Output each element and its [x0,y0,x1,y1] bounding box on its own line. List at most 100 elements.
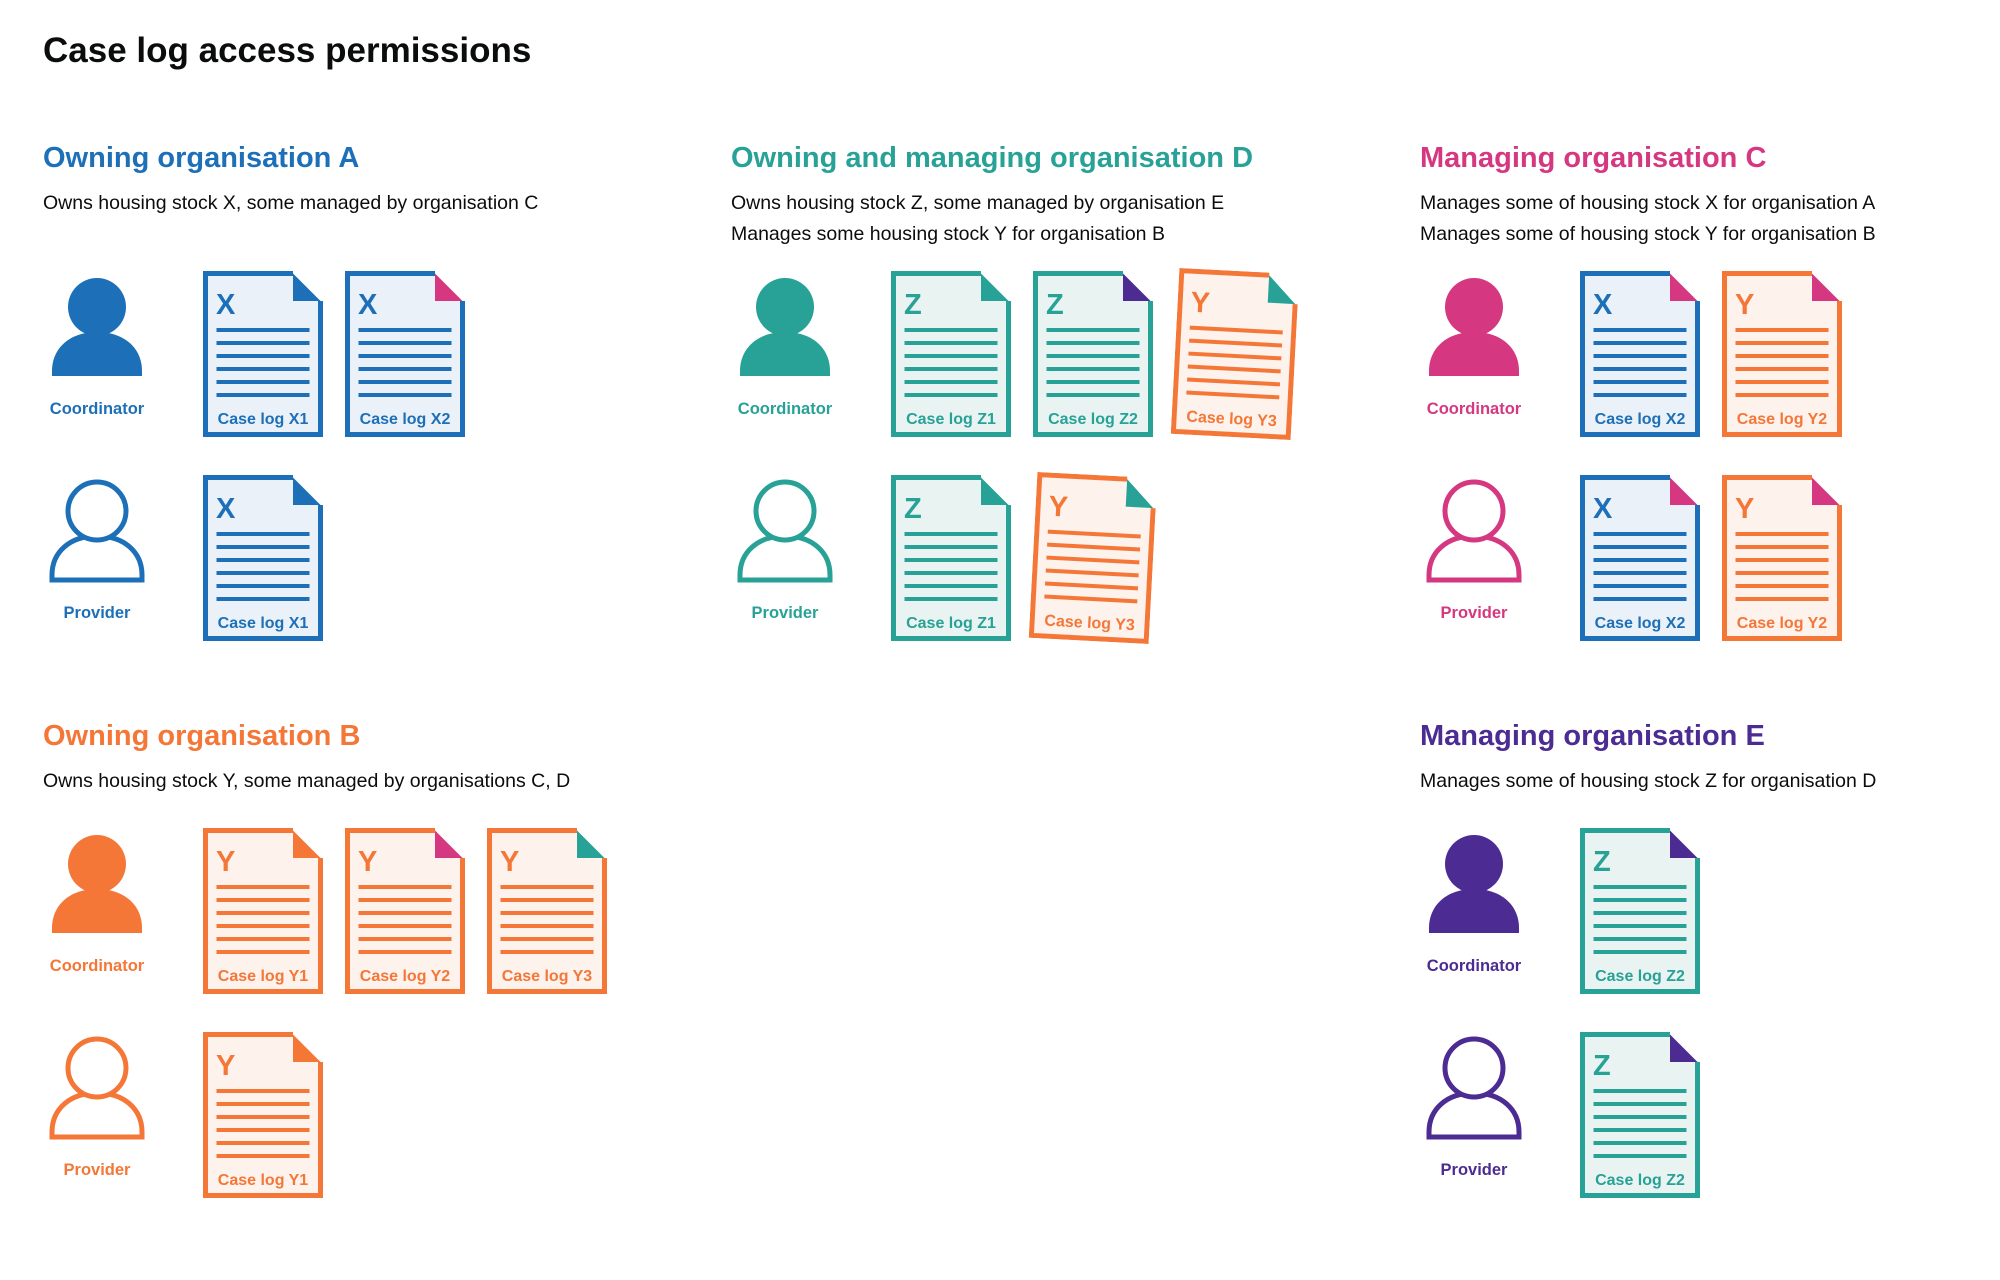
person-body [1429,332,1519,376]
document-text-line [1593,885,1687,889]
document-text-line [216,597,310,601]
section-heading: Managing organisation E [1420,720,1765,752]
document-text-line [1593,1089,1687,1093]
document-text-line [216,367,310,371]
document-text-line [358,911,452,915]
document-text-line [1735,571,1829,575]
document-text-line [1186,377,1281,387]
document-text-line [1045,568,1139,578]
document-label: Case log X2 [1595,615,1686,632]
person-head [68,278,126,336]
document-text-line [216,1154,310,1158]
document-fold-icon [1812,477,1840,505]
document-text-line [1735,341,1829,345]
document-text-line [358,885,452,889]
document-text-line [216,937,310,941]
document-text-line [1593,584,1687,588]
document-text-line [358,367,452,371]
document-text-line [904,393,998,397]
person-role-label: Provider [1440,604,1508,622]
document-fold-icon [981,477,1009,505]
document-text-line [1735,545,1829,549]
case-log-documents-row: X Case log X1 [203,475,323,641]
document-text-line [216,380,310,384]
document-label: Case log Z1 [906,615,996,632]
document-text-line [1735,354,1829,358]
section-description-line: Owns housing stock Y, some managed by or… [43,770,571,792]
document-text-line [358,328,452,332]
document-text-line [216,1102,310,1106]
provider-icon [1426,1036,1522,1140]
person-body [49,533,145,583]
person-body [1426,533,1522,583]
section-description: Owns housing stock Z, some managed by or… [731,188,1253,250]
document-text-line [1593,898,1687,902]
document-text-line [1189,338,1283,348]
document-text-line [1735,367,1829,371]
case-log-document-icon: Z Case log Z2 [1580,1032,1700,1198]
provider-icon [737,479,833,583]
document-text-line [216,393,310,397]
document-text-line [1593,558,1687,562]
document-label: Case log X1 [218,615,309,632]
document-text-line [1593,393,1687,397]
case-log-document-icon: X Case log X1 [203,271,323,437]
document-text-line [1046,393,1140,397]
coordinator-person: Coordinator [1424,275,1524,419]
case-log-document-icon: X Case log X1 [203,475,323,641]
section-heading: Managing organisation C [1420,142,1767,174]
coordinator-icon [52,278,142,376]
document-fold-icon [1267,275,1296,305]
document-text-line [1735,558,1829,562]
document-text-line [216,950,310,954]
document-letter: X [216,289,236,321]
section-org-b: Owning organisation B Owns housing stock … [43,718,607,1198]
document-text-line [358,380,452,384]
case-log-documents-row: Y Case log Y1 Y Case log Y2 Y Case log Y3 [203,828,607,994]
document-label: Case log Z2 [1048,411,1138,428]
provider-person: Provider [735,479,835,623]
document-label: Case log X1 [218,411,309,428]
document-text-line [358,354,452,358]
person-body [52,332,142,376]
document-text-line [1593,341,1687,345]
document-text-line [216,545,310,549]
document-text-line [1047,542,1141,552]
case-log-document-icon: Z Case log Z1 [891,271,1011,437]
document-text-line [904,558,998,562]
person-role-label: Coordinator [1426,400,1522,418]
person-body [1429,889,1519,933]
document-letter: Y [1735,289,1754,321]
document-text-line [216,1128,310,1132]
case-log-documents-row: X Case log X2 Y Case log Y2 [1580,271,1842,437]
document-text-line [1047,529,1141,539]
provider-icon [49,1036,145,1140]
section-org-a: Owning organisation A Owns housing stock … [43,140,538,641]
document-letter: X [1593,493,1613,525]
document-text-line [904,328,998,332]
case-log-documents-row: X Case log X2 Y Case log Y2 [1580,475,1842,641]
document-text-line [216,341,310,345]
document-text-line [216,924,310,928]
case-log-document-icon: X Case log X2 [345,271,465,437]
document-text-line [216,1089,310,1093]
section-description-line: Manages some of housing stock Z for orga… [1420,770,1877,792]
document-text-line [904,380,998,384]
case-log-documents-row: Y Case log Y1 [203,1032,323,1198]
document-text-line [1593,924,1687,928]
document-text-line [1593,532,1687,536]
document-fold-icon [1812,273,1840,301]
document-fold-icon [293,477,321,505]
document-text-line [1593,545,1687,549]
document-text-line [500,937,594,941]
document-text-line [216,584,310,588]
document-letter: Z [1046,289,1064,321]
case-log-document-icon: Y Case log Y1 [203,1032,323,1198]
case-log-document-icon: Y Case log Y3 [1170,267,1298,441]
document-text-line [1593,911,1687,915]
document-text-line [1593,328,1687,332]
section-description-line: Owns housing stock Z, some managed by or… [731,192,1225,214]
person-head [753,479,817,543]
document-letter: Y [500,846,519,878]
document-text-line [358,341,452,345]
